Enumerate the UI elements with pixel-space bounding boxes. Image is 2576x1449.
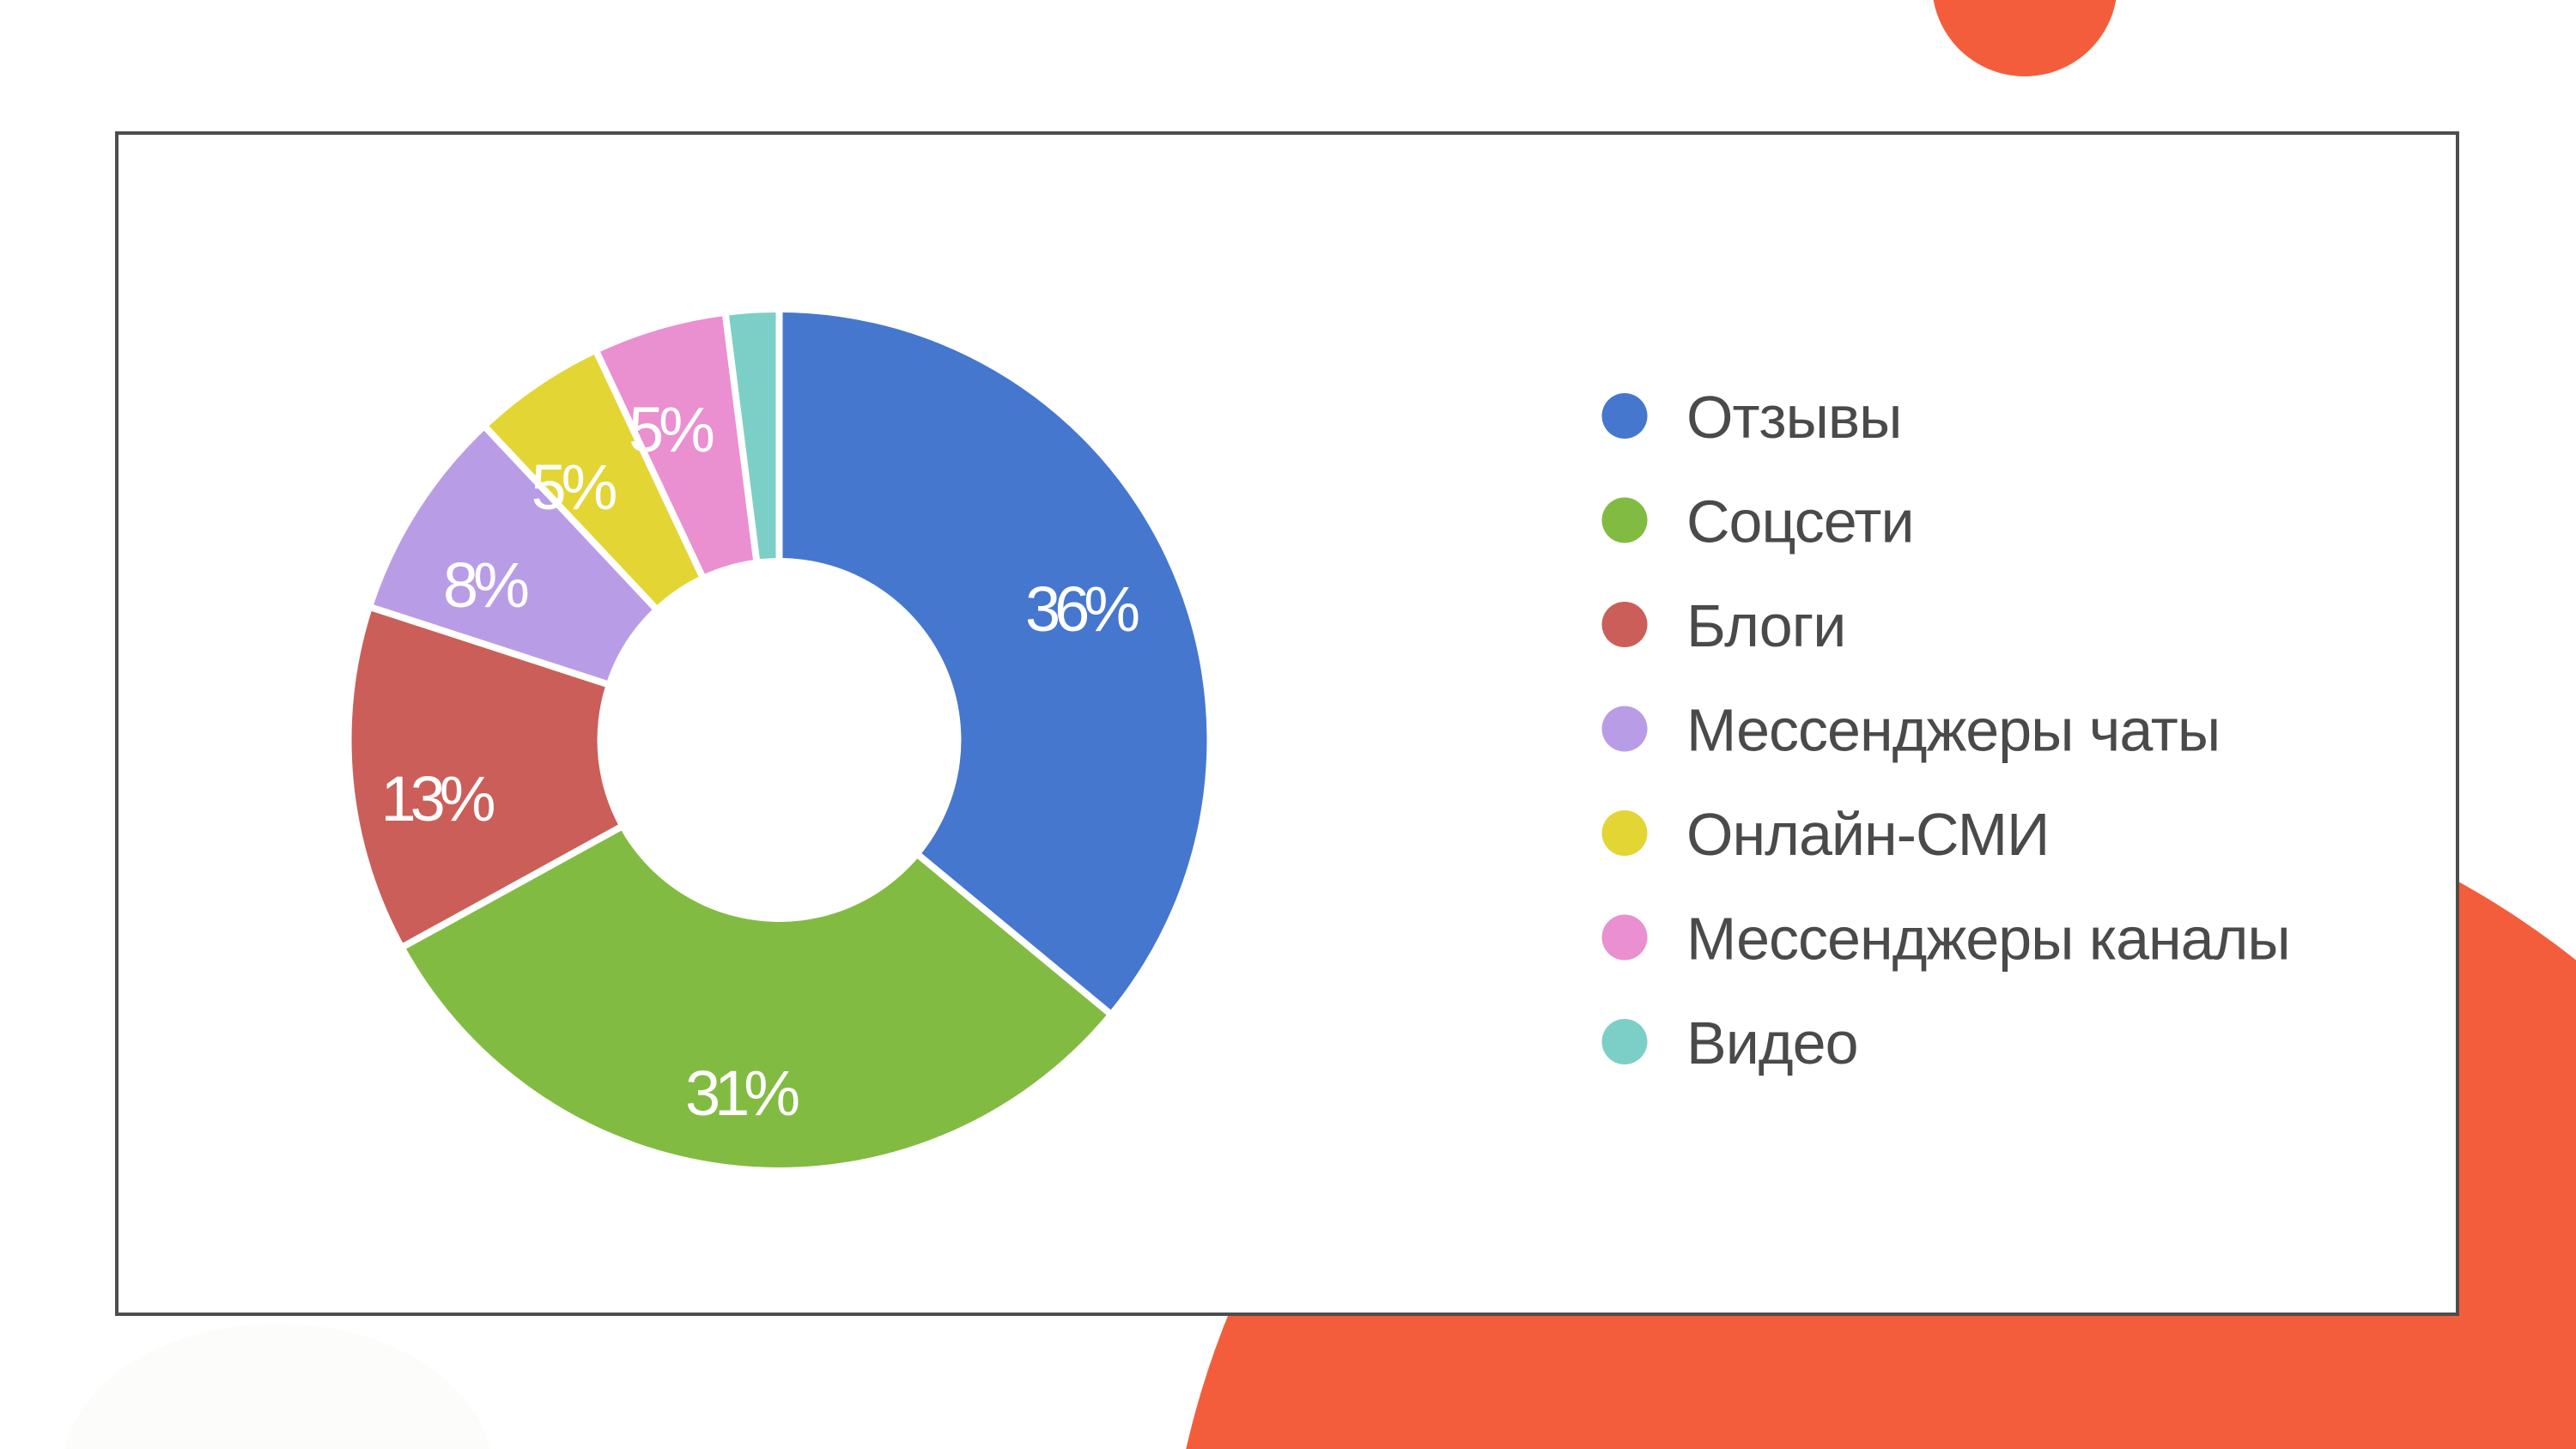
svg-text:Блоги: Блоги (1686, 592, 1845, 659)
svg-text:8%: 8% (443, 549, 528, 621)
svg-text:Соцсети: Соцсети (1686, 488, 1914, 555)
svg-text:Онлайн-СМИ: Онлайн-СМИ (1686, 801, 2049, 868)
svg-text:Мессенджеры чаты: Мессенджеры чаты (1686, 697, 2220, 764)
svg-text:Отзывы: Отзывы (1686, 384, 1901, 451)
svg-text:5%: 5% (629, 394, 714, 465)
svg-text:36%: 36% (1025, 573, 1139, 645)
svg-text:31%: 31% (685, 1058, 799, 1129)
svg-text:5%: 5% (532, 452, 617, 523)
svg-text:Мессенджеры каналы: Мессенджеры каналы (1686, 906, 2290, 973)
svg-text:13%: 13% (380, 763, 494, 834)
svg-text:Видео: Видео (1686, 1009, 1858, 1076)
